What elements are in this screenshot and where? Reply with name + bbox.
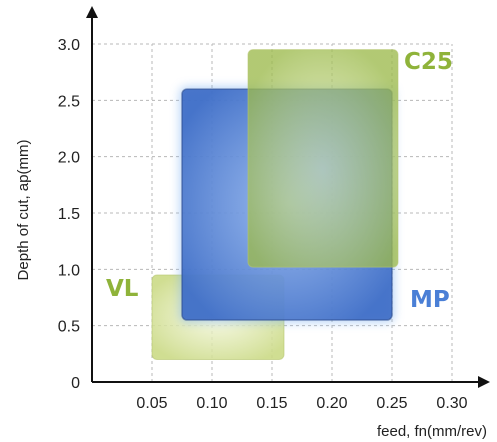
y-tick-label: 1.0 (58, 262, 80, 279)
region-labels: VL MP C25 (106, 49, 453, 313)
region-label-mp: MP (410, 287, 450, 313)
y-tick-label: 1.5 (58, 206, 80, 223)
y-tick-label: 0 (71, 375, 80, 392)
y-axis-arrow (86, 6, 98, 18)
x-tick-label: 0.15 (256, 395, 287, 412)
x-tick-label: 0.25 (376, 395, 407, 412)
y-tick-label: 2.5 (58, 93, 80, 110)
x-axis-arrow (478, 376, 490, 388)
regions (151, 49, 399, 360)
y-axis-title: Depth of cut, ap(mm) (15, 140, 32, 281)
x-tick-label: 0.05 (136, 395, 167, 412)
axes (86, 6, 490, 388)
y-tick-label: 2.0 (58, 150, 80, 167)
x-tick-label: 0.20 (316, 395, 347, 412)
region-c25 (247, 49, 399, 268)
x-tick-label: 0.30 (436, 395, 467, 412)
x-tick-label: 0.10 (196, 395, 227, 412)
region-label-vl: VL (106, 276, 139, 302)
tick-labels: 0.05 0.10 0.15 0.20 0.25 0.30 0 0.5 1.0 1.5 2.0 2.5… (58, 37, 468, 412)
region-label-c25: C25 (404, 49, 453, 75)
x-axis-title: feed, fn(mm/rev) (377, 423, 487, 440)
y-tick-label: 0.5 (58, 319, 80, 336)
y-tick-label: 3.0 (58, 37, 80, 54)
